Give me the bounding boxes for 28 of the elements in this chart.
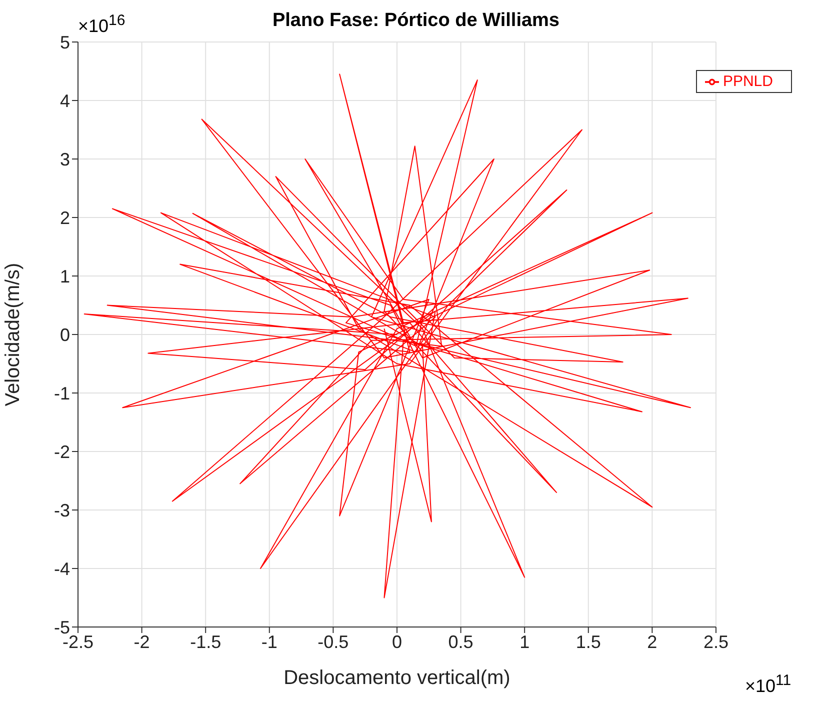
x-tick-label: 1 <box>520 632 530 652</box>
y-tick-label: 2 <box>60 208 70 228</box>
x-tick-label: -0.5 <box>318 632 349 652</box>
y-tick-label: 4 <box>60 90 70 111</box>
y-tick-label: 0 <box>60 324 70 345</box>
chart-title: Plano Fase: Pórtico de Williams <box>272 10 560 31</box>
y-tick-label: 5 <box>60 32 70 52</box>
y-tick-label: 3 <box>60 149 70 170</box>
legend-label: PPNLD <box>722 73 773 90</box>
x-axis-title: Deslocamento vertical(m) <box>284 667 510 689</box>
text: ×10$^{16}$ <box>78 12 126 37</box>
x-tick-label: 1.5 <box>576 632 601 652</box>
line-series <box>84 74 691 598</box>
x-tick-label: -1 <box>261 632 278 652</box>
x-tick-label: 0.5 <box>448 632 474 652</box>
y-tick-label: -3 <box>54 500 70 520</box>
x-tick-label: -2 <box>134 632 150 652</box>
x-tick-label: 2 <box>647 632 658 652</box>
x-tick-label: 2.5 <box>703 632 728 652</box>
y-tick-label: -4 <box>54 558 70 579</box>
y-tick-label: -5 <box>54 617 70 638</box>
y-tick-label: -1 <box>54 383 70 404</box>
x-tick-label: -1.5 <box>190 632 222 652</box>
y-tick-label: 1 <box>60 266 70 286</box>
x-tick-label: 0 <box>392 632 402 652</box>
y-tick-label: -2 <box>54 442 70 462</box>
y-axis-title: Velocidade(m/s) <box>2 262 24 406</box>
text: ×10$^{11}$ <box>745 672 792 697</box>
